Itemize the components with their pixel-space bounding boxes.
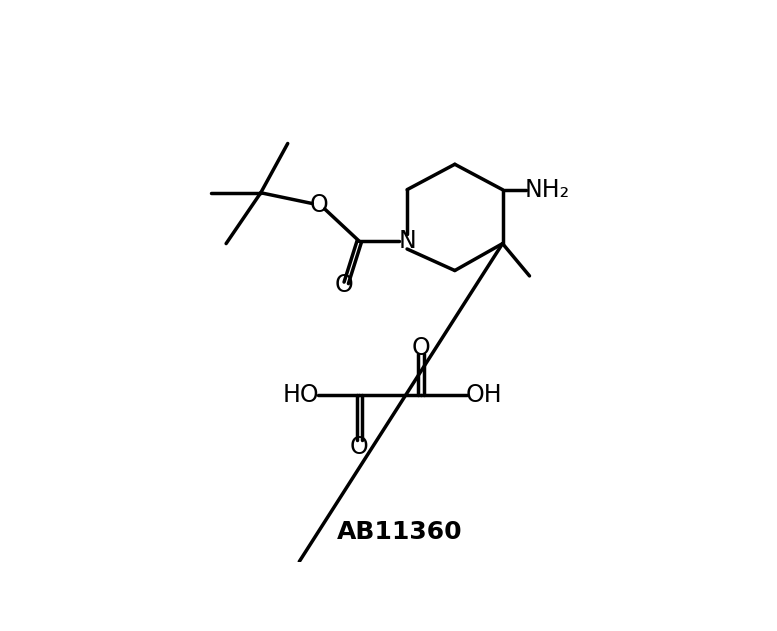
Text: O: O (309, 193, 328, 217)
Text: AB11360: AB11360 (336, 519, 462, 543)
Text: NH₂: NH₂ (524, 178, 570, 202)
Text: OH: OH (465, 383, 503, 407)
Text: HO: HO (283, 383, 319, 407)
Text: O: O (350, 435, 369, 459)
Text: O: O (412, 336, 430, 360)
Text: O: O (335, 273, 354, 297)
Text: N: N (398, 229, 416, 253)
